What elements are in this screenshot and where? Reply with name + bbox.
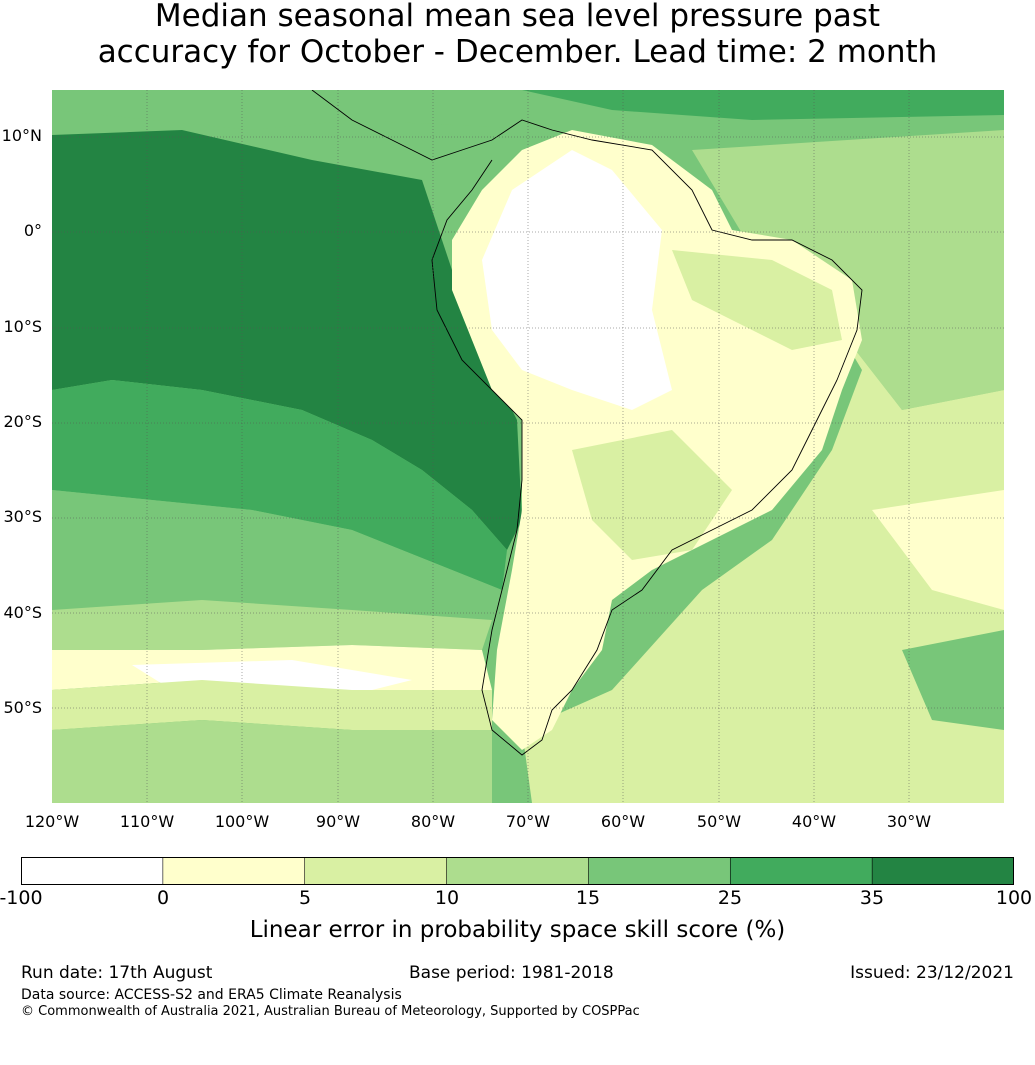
lon-label-30w: 30°W: [886, 812, 932, 831]
colorbar-segment: [588, 857, 732, 885]
lat-label-0: 0°: [23, 221, 42, 240]
skill-score-map: [52, 90, 1004, 803]
colorbar-tick: 15: [575, 887, 601, 909]
lat-label-10s: 10°S: [3, 317, 42, 336]
map-region-atlantic-north: [692, 130, 1004, 410]
colorbar-tick: 100: [995, 887, 1033, 909]
map-region-amazon: [672, 250, 842, 350]
lon-label-80w: 80°W: [410, 812, 456, 831]
colorbar-segment: [871, 857, 1014, 885]
base-period: Base period: 1981-2018: [409, 963, 614, 983]
lon-label-60w: 60°W: [600, 812, 646, 831]
map-region-caribbean: [522, 90, 1004, 120]
lon-label-50w: 50°W: [696, 812, 742, 831]
lon-label-110w: 110°W: [119, 812, 175, 831]
data-source: Data source: ACCESS-S2 and ERA5 Climate …: [21, 987, 402, 1003]
map-region-pacific-high: [52, 130, 522, 550]
map-region-atlantic-low: [872, 490, 1004, 610]
lon-label-120w: 120°W: [24, 812, 80, 831]
colorbar-tick: 10: [434, 887, 460, 909]
colorbar: [21, 857, 1014, 885]
lat-label-30s: 30°S: [3, 507, 42, 526]
colorbar-segment: [729, 857, 873, 885]
map-region-central: [572, 430, 732, 560]
map-title-line-2: accuracy for October - December. Lead ti…: [97, 34, 938, 70]
colorbar-tick: 0: [156, 887, 170, 909]
colorbar-tick: 35: [859, 887, 885, 909]
map-coastline: [311, 90, 863, 756]
lon-label-70w: 70°W: [505, 812, 551, 831]
copyright: © Commonwealth of Australia 2021, Austra…: [21, 1004, 640, 1019]
issued-date: Issued: 23/12/2021: [850, 963, 1014, 983]
map-region-band-50s: [52, 680, 492, 730]
map-region-andes-low: [482, 150, 672, 410]
lat-label-10n: 10°N: [1, 126, 42, 145]
lon-label-40w: 40°W: [791, 812, 837, 831]
colorbar-frame: [21, 857, 1014, 885]
colorbar-segment: [162, 857, 306, 885]
lat-label-50s: 50°S: [3, 698, 42, 717]
map-region-atlantic-south: [522, 320, 1004, 803]
map-graticule: [52, 90, 1004, 803]
map-region-south-pacific: [52, 490, 502, 620]
lat-label-20s: 20°S: [3, 412, 42, 431]
lat-label-40s: 40°S: [3, 603, 42, 622]
map-region-band-40s: [52, 600, 492, 650]
colorbar-tick: -100: [0, 887, 43, 909]
lon-label-90w: 90°W: [315, 812, 361, 831]
colorbar-segment: [446, 857, 590, 885]
colorbar-tick: 25: [717, 887, 743, 909]
run-date: Run date: 17th August: [21, 963, 213, 983]
colorbar-segment: [304, 857, 448, 885]
colorbar-label: Linear error in probability space skill …: [249, 917, 786, 943]
lon-label-100w: 100°W: [214, 812, 270, 831]
map-region-pacific-mid: [52, 380, 507, 590]
map-title-line-1: Median seasonal mean sea level pressure …: [154, 0, 881, 34]
colorbar-segment: [21, 857, 164, 885]
colorbar-tick: 5: [298, 887, 312, 909]
map-region-band-55s: [52, 720, 492, 803]
map-region-atlantic-patch: [902, 630, 1004, 730]
